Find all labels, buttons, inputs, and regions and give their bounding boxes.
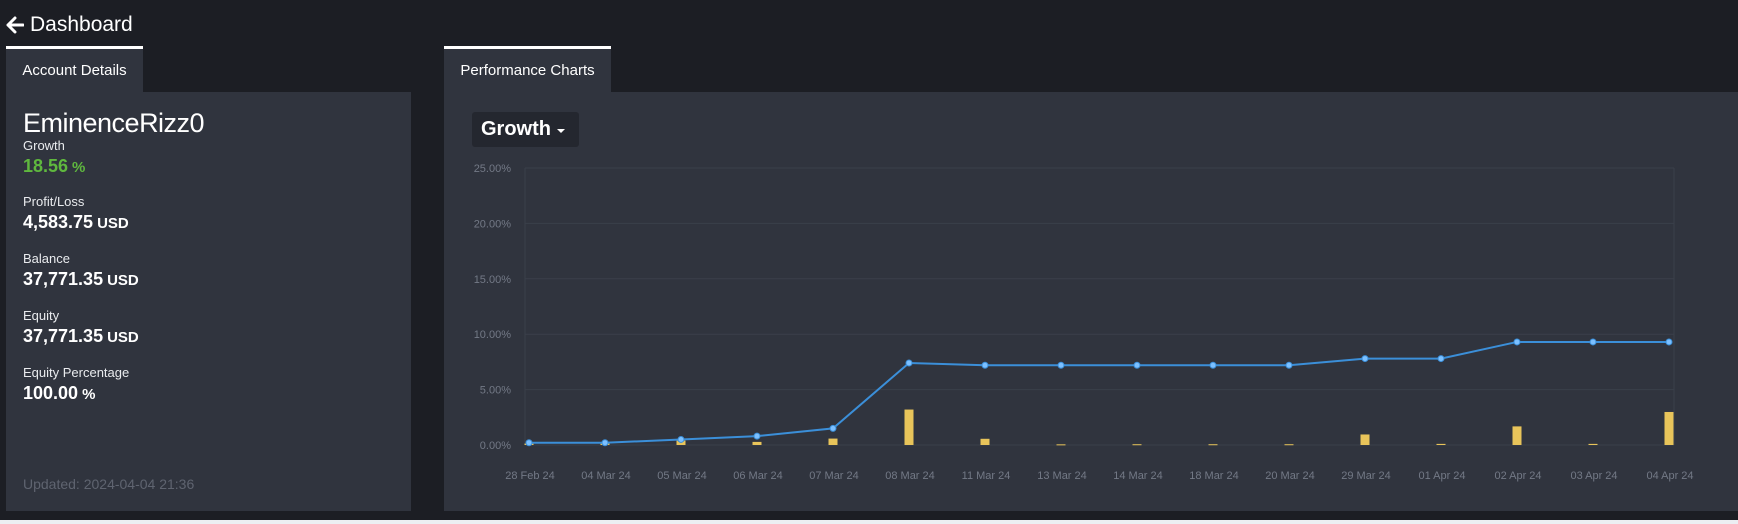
metric-unit: USD [107,272,139,289]
bar [828,438,838,445]
data-point [829,424,837,432]
metric-unit: % [72,159,86,176]
data-point [1513,338,1521,346]
growth-line [529,340,1669,444]
metric-label: Balance [23,251,70,266]
x-tick-label: 04 Mar 24 [581,470,631,482]
account-name: EminenceRizz0 [23,108,205,138]
data-point [677,435,685,443]
data-point [601,439,609,447]
data-point [525,439,533,447]
caret-down-icon [557,129,565,133]
data-point [1361,355,1369,363]
data-point [1209,361,1217,369]
metric-label: Equity [23,308,60,323]
metric-number: 37,771.35 [23,269,104,289]
metric-value: 37,771.35 USD [23,326,139,347]
x-tick-label: 06 Mar 24 [733,470,783,482]
data-point [905,359,913,367]
x-tick-label: 03 Apr 24 [1570,470,1617,482]
tab-account-details-label: Account Details [22,62,127,79]
x-tick-label: 07 Mar 24 [809,470,859,482]
updated-timestamp: Updated: 2024-04-04 21:36 [23,476,195,492]
metric-unit: % [82,386,96,403]
metric-value: 100.00% [23,383,129,404]
metric-value: 18.56% [23,156,85,177]
tab-performance-charts[interactable]: Performance Charts [444,46,611,92]
chart-type-label: Growth [481,118,551,140]
bar [1208,444,1218,446]
metric-growth: Growth 18.56% [23,138,85,177]
metric-number: 37,771.35 [23,326,104,346]
y-tick-label: 15.00% [474,274,512,286]
metric-number: 100.00 [23,383,79,403]
bar [904,409,914,445]
tab-account-details[interactable]: Account Details [6,46,143,92]
x-tick-label: 11 Mar 24 [962,470,1011,482]
data-point [1285,361,1293,369]
bar [1360,434,1370,445]
performance-charts-panel: Growth 0.00% 5.00% 10.00% 15.00% 20.00% 25.00… [444,92,1738,511]
bar [752,441,762,445]
data-point [1665,338,1673,346]
data-point [1589,338,1597,346]
chart-type-dropdown[interactable]: Growth [472,112,579,147]
metric-equity: Equity 37,771.35 USD [23,308,139,347]
bar [1512,426,1522,445]
back-to-dashboard-link[interactable]: Dashboard [6,10,133,40]
bar [1664,411,1674,445]
growth-chart: 0.00% 5.00% 10.00% 15.00% 20.00% 25.00% 28 Feb… [474,163,1694,482]
data-point [981,361,989,369]
x-tick-label: 13 Mar 24 [1037,470,1087,482]
metric-unit: USD [107,329,139,346]
metric-profit-loss: Profit/Loss 4,583.75 USD [23,194,129,233]
y-tick-label: 25.00% [474,163,512,175]
metric-value: 37,771.35 USD [23,269,139,290]
bar [1056,444,1066,446]
x-tick-label: 02 Apr 24 [1494,470,1541,482]
data-point [753,432,761,440]
bar [1588,443,1598,445]
x-tick-label: 08 Mar 24 [885,470,935,482]
y-tick-label: 10.00% [474,329,512,341]
bar [980,438,990,445]
x-tick-label: 01 Apr 24 [1418,470,1465,482]
data-point [1057,361,1065,369]
back-label: Dashboard [30,13,133,36]
x-tick-label: 14 Mar 24 [1113,470,1163,482]
metric-label: Growth [23,138,65,153]
bar [1132,444,1142,446]
metric-value: 4,583.75 USD [23,212,129,233]
metric-balance: Balance 37,771.35 USD [23,251,139,290]
metric-unit: USD [97,215,129,232]
data-point [1437,355,1445,363]
tab-performance-charts-label: Performance Charts [460,62,595,79]
y-tick-label: 0.00% [480,440,511,452]
metric-equity-percentage: Equity Percentage 100.00% [23,365,129,404]
metric-number: 4,583.75 [23,212,94,232]
bar [1436,443,1446,445]
metric-label: Equity Percentage [23,365,130,380]
x-tick-label: 20 Mar 24 [1265,470,1315,482]
metric-label: Profit/Loss [23,194,85,209]
metric-number: 18.56 [23,156,69,176]
y-tick-label: 5.00% [480,385,511,397]
data-point [1133,361,1141,369]
y-tick-label: 20.00% [474,218,512,230]
x-tick-label: 04 Apr 24 [1646,470,1693,482]
x-tick-label: 05 Mar 24 [657,470,707,482]
account-details-panel: EminenceRizz0 Growth 18.56% Profit/Loss … [6,92,411,511]
x-tick-label: 28 Feb 24 [505,470,555,482]
bar [1284,444,1294,446]
x-tick-label: 18 Mar 24 [1189,470,1239,482]
x-tick-label: 29 Mar 24 [1341,470,1391,482]
arrow-left-icon [6,16,24,34]
bottom-border [0,520,1738,524]
top-bar: Dashboard [0,0,1738,50]
